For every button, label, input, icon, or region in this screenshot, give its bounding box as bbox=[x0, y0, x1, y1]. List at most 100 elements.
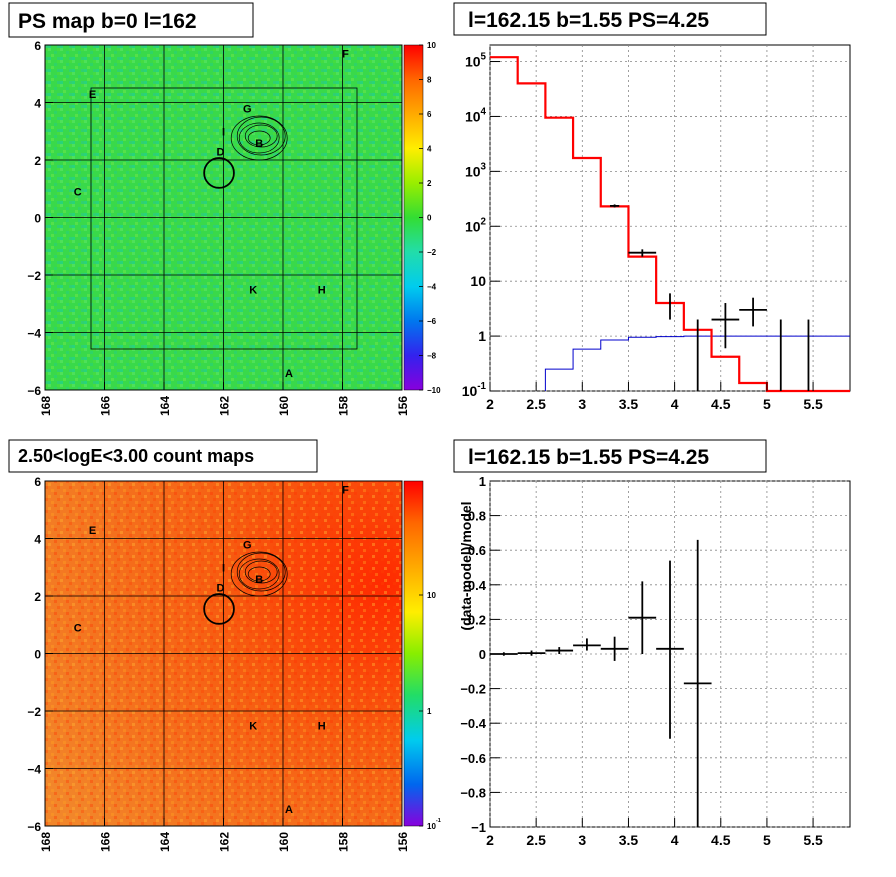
count-map-colorbar bbox=[403, 480, 424, 827]
colorbar-tick-label: −8 bbox=[427, 352, 437, 361]
residual-y-tick-label: 0.8 bbox=[468, 509, 486, 524]
spectrum-y-tick-label: 103 bbox=[465, 161, 487, 179]
spectrum-x-tick-label: 2 bbox=[486, 396, 494, 412]
source-label: H bbox=[318, 284, 326, 296]
source-label: E bbox=[89, 89, 96, 101]
map-x-tick-label: 156 bbox=[396, 832, 410, 852]
source-label: I bbox=[222, 126, 225, 138]
spectrum-y-tick-label: 10 bbox=[470, 273, 486, 289]
ps-map-title-box: PS map b=0 l=162 bbox=[8, 2, 254, 38]
source-label: K bbox=[249, 720, 257, 732]
spectrum-title-box: l=162.15 b=1.55 PS=4.25 bbox=[453, 2, 767, 36]
ps-map-colorbar-ticks: 10 8 6 4 2 0 −2 −4 −6 −8 −10 bbox=[419, 41, 441, 395]
map-y-tick-label: 6 bbox=[34, 39, 41, 53]
residual-y-tick-label: 1 bbox=[479, 474, 486, 489]
source-label: A bbox=[285, 368, 293, 380]
spectrum-data-point bbox=[739, 297, 767, 327]
residual-x-tick-label: 3.5 bbox=[619, 832, 639, 848]
spectrum-x-tick-label: 5 bbox=[763, 396, 771, 412]
residual-data-point bbox=[517, 650, 546, 656]
map-x-tick-label: 162 bbox=[218, 396, 232, 416]
map-x-tick-label: 168 bbox=[39, 396, 53, 416]
residual-y-tick-label: 0.6 bbox=[468, 543, 486, 558]
count-map-colorbar-ticks: 10 1 10-1 bbox=[419, 591, 441, 831]
residual-data-point bbox=[545, 647, 574, 654]
snr-contour bbox=[230, 551, 288, 597]
spectrum-x-tick-label: 3.5 bbox=[619, 396, 639, 412]
snr-contour bbox=[244, 124, 278, 148]
residual-x-tick-label: 2.5 bbox=[526, 832, 546, 848]
residual-data-point bbox=[573, 638, 601, 651]
residual-panel: 2 2.5 3 3.5 4 4.5 5 5.5 1 0.8 0.6 0.4 0.2 0 −0.2 −0.4 −0… bbox=[458, 474, 851, 848]
map-y-tick-label: −6 bbox=[27, 820, 41, 834]
residual-y-tick-label: −0.2 bbox=[460, 682, 486, 697]
residual-y-tick-label: 0 bbox=[479, 647, 486, 662]
spectrum-x-tick-label: 4.5 bbox=[711, 396, 731, 412]
colorbar-tick-label: 1 bbox=[427, 707, 432, 716]
source-label: D bbox=[217, 582, 225, 594]
spectrum-title: l=162.15 b=1.55 PS=4.25 bbox=[468, 9, 709, 32]
map-x-tick-label: 164 bbox=[158, 832, 172, 852]
map-x-tick-label: 160 bbox=[277, 832, 291, 852]
spectrum-data-point bbox=[628, 249, 657, 257]
map-y-tick-label: 2 bbox=[34, 154, 41, 168]
source-label: G bbox=[243, 103, 252, 115]
map-y-tick-label: −2 bbox=[27, 269, 41, 283]
map-x-tick-label: 160 bbox=[277, 396, 291, 416]
map-x-tick-label: 164 bbox=[158, 396, 172, 416]
spectrum-y-tick-label: 104 bbox=[465, 106, 487, 124]
source-label: H bbox=[318, 720, 326, 732]
spectrum-x-tick-label: 3 bbox=[578, 396, 586, 412]
snr-contour bbox=[230, 115, 288, 161]
colorbar-tick-label: −4 bbox=[427, 283, 437, 292]
spectrum-x-tick-label: 5.5 bbox=[803, 396, 823, 412]
source-label: I bbox=[222, 562, 225, 574]
ps-map-snr-contours bbox=[230, 115, 288, 161]
ps-map-roi-box bbox=[90, 87, 358, 350]
map-y-tick-label: 0 bbox=[34, 648, 41, 662]
snr-contour bbox=[238, 558, 280, 590]
map-y-tick-label: 2 bbox=[34, 590, 41, 604]
residual-data-point bbox=[656, 560, 684, 739]
spectrum-data-point bbox=[610, 204, 620, 208]
residual-title-box: l=162.15 b=1.55 PS=4.25 bbox=[453, 439, 767, 473]
count-map-source-labels: F E G I B D C K H A bbox=[74, 485, 349, 816]
snr-contour bbox=[238, 122, 280, 154]
residual-y-tick-label: −0.8 bbox=[460, 785, 486, 800]
map-y-tick-label: −2 bbox=[27, 705, 41, 719]
spectrum-grid bbox=[489, 45, 850, 392]
residual-x-tick-label: 5.5 bbox=[803, 832, 823, 848]
ps-map-panel: F E G I B D C K H A 168 166 164 162 160 158 156 6 4 2 0 −2 −4… bbox=[27, 39, 441, 416]
residual-x-tick-label: 5 bbox=[763, 832, 771, 848]
snr-contour bbox=[244, 560, 278, 584]
spectrum-y-tick-label: 1 bbox=[478, 328, 486, 344]
spectrum-y-tick-label: 102 bbox=[465, 216, 487, 234]
residual-data-point bbox=[628, 581, 657, 654]
residual-ylabel: (data-model)/model bbox=[458, 501, 474, 630]
source-label: E bbox=[89, 525, 96, 537]
source-label: D bbox=[217, 146, 225, 158]
source-label: F bbox=[342, 49, 349, 61]
residual-y-tick-label: −1 bbox=[471, 820, 486, 835]
residual-x-tick-label: 3 bbox=[578, 832, 586, 848]
colorbar-tick-label: −10 bbox=[427, 386, 441, 395]
source-label: K bbox=[249, 284, 257, 296]
colorbar-tick-label: 10 bbox=[427, 591, 436, 600]
map-x-tick-label: 156 bbox=[396, 396, 410, 416]
colorbar-tick-label: −6 bbox=[427, 317, 437, 326]
source-label: C bbox=[74, 623, 82, 635]
colorbar-tick-label: −2 bbox=[427, 248, 437, 257]
ps-map-source-labels: F E G I B D C K H A bbox=[74, 49, 349, 380]
source-label: F bbox=[342, 485, 349, 497]
colorbar-tick-label: 4 bbox=[427, 145, 432, 154]
map-y-tick-label: −4 bbox=[27, 327, 41, 341]
source-label: A bbox=[285, 804, 293, 816]
residual-x-tick-label: 4.5 bbox=[711, 832, 731, 848]
colorbar-tick-label: 6 bbox=[427, 110, 432, 119]
ps-map-circle-group bbox=[203, 157, 235, 189]
spectrum-y-tick-label: 105 bbox=[465, 52, 487, 70]
spectrum-y-tick-label: 10-1 bbox=[462, 381, 487, 399]
